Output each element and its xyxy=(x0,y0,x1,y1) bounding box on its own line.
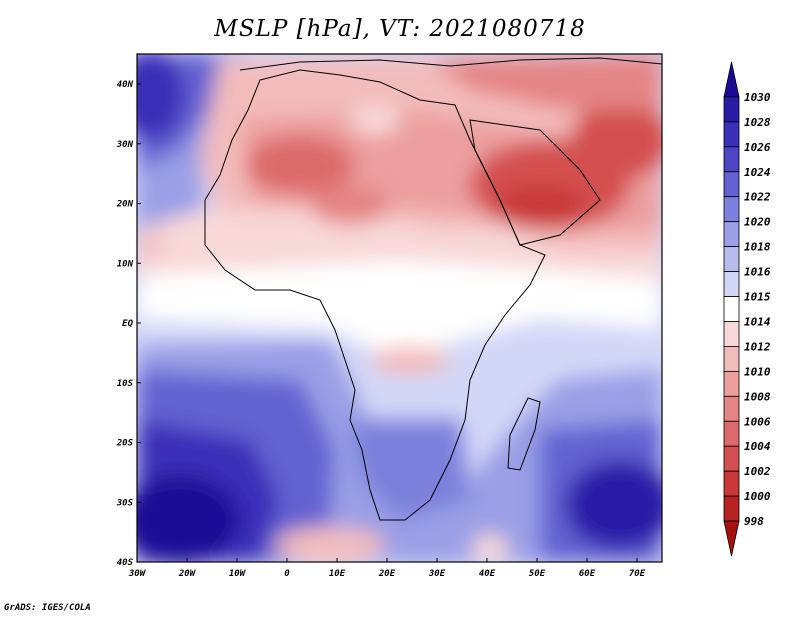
colorbar-label: 1030 xyxy=(744,91,771,104)
lon-label: 50E xyxy=(529,569,546,579)
map-frame xyxy=(136,53,663,563)
lat-label: 10N xyxy=(117,259,134,269)
lon-label: 20E xyxy=(378,569,396,579)
pressure-field xyxy=(137,54,662,562)
colorbar-label: 1020 xyxy=(744,216,771,229)
colorbar-label: 1010 xyxy=(744,365,771,378)
lon-label: 20W xyxy=(178,569,197,579)
colorbar-swatch xyxy=(723,395,740,422)
longitude-labels: 30W 20W 10W 0 10E 20E 30E 40E 50E 60E 70E xyxy=(128,558,646,579)
credit-text: GrADS: IGES/COLA xyxy=(4,603,91,613)
colorbar-swatch xyxy=(723,171,740,198)
lon-label: 40E xyxy=(479,569,496,579)
lon-label: 10W xyxy=(229,569,247,579)
map-title: MSLP [hPa], VT: 2021080718 xyxy=(214,16,586,42)
arabia-coastline xyxy=(469,119,601,246)
lon-label: 30E xyxy=(428,569,446,579)
colorbar-label: 1026 xyxy=(744,141,771,154)
colorbar-swatch xyxy=(723,196,740,223)
colorbar-label: 1028 xyxy=(744,116,771,129)
coastlines xyxy=(204,57,662,521)
lat-label: 40N xyxy=(117,80,134,90)
colorbar-swatch xyxy=(723,61,740,98)
colorbar-label: 1004 xyxy=(744,440,771,453)
lon-label: 30W xyxy=(128,569,147,579)
colorbar-swatch xyxy=(723,146,740,173)
lat-label: 20N xyxy=(116,200,134,210)
colorbar-swatch xyxy=(723,221,740,248)
colorbar-swatch xyxy=(723,321,740,347)
colorbar-label: 998 xyxy=(744,515,764,528)
madagascar-coastline xyxy=(507,397,541,471)
colorbar-label: 1000 xyxy=(744,490,771,503)
colorbar-swatch xyxy=(723,346,740,372)
colorbar: 1030 1028 1026 1024 1022 1020 1018 1016 1015 1014… xyxy=(723,61,771,557)
colorbar-label: 1016 xyxy=(744,266,771,279)
colorbar-label: 1006 xyxy=(744,415,771,428)
colorbar-label: 1012 xyxy=(744,340,771,353)
colorbar-swatch xyxy=(723,271,740,297)
colorbar-swatch xyxy=(723,121,740,148)
africa-coastline xyxy=(204,69,546,521)
lon-label: 0 xyxy=(284,569,290,579)
lat-label: 30S xyxy=(116,498,134,508)
colorbar-swatch xyxy=(723,470,740,497)
colorbar-label: 1002 xyxy=(744,465,771,478)
colorbar-label: 1008 xyxy=(744,390,771,403)
lat-label: 10S xyxy=(117,379,134,389)
colorbar-swatch xyxy=(723,96,740,123)
lon-label: 60E xyxy=(579,569,596,579)
colorbar-swatch xyxy=(723,370,740,397)
colorbar-swatch xyxy=(723,445,740,472)
colorbar-label: 1024 xyxy=(744,166,771,179)
lat-label: 30N xyxy=(116,140,134,150)
colorbar-swatch xyxy=(723,246,740,272)
lon-label: 10E xyxy=(329,569,346,579)
lat-label: 40S xyxy=(117,558,134,568)
colorbar-label: 1018 xyxy=(744,241,771,254)
colorbar-label: 1014 xyxy=(744,315,771,328)
lon-label: 70E xyxy=(629,569,646,579)
colorbar-swatch xyxy=(723,520,740,557)
colorbar-swatch xyxy=(723,420,740,447)
colorbar-swatch xyxy=(723,296,740,322)
colorbar-label: 1015 xyxy=(744,291,771,304)
colorbar-label: 1022 xyxy=(744,191,771,204)
colorbar-swatch xyxy=(723,495,740,522)
europe-coastline xyxy=(239,57,662,71)
latitude-labels: 40N 30N 20N 10N EQ 10S 20S 30S 40S xyxy=(116,80,141,568)
lat-label: 20S xyxy=(116,439,134,449)
lat-label: EQ xyxy=(122,319,133,329)
